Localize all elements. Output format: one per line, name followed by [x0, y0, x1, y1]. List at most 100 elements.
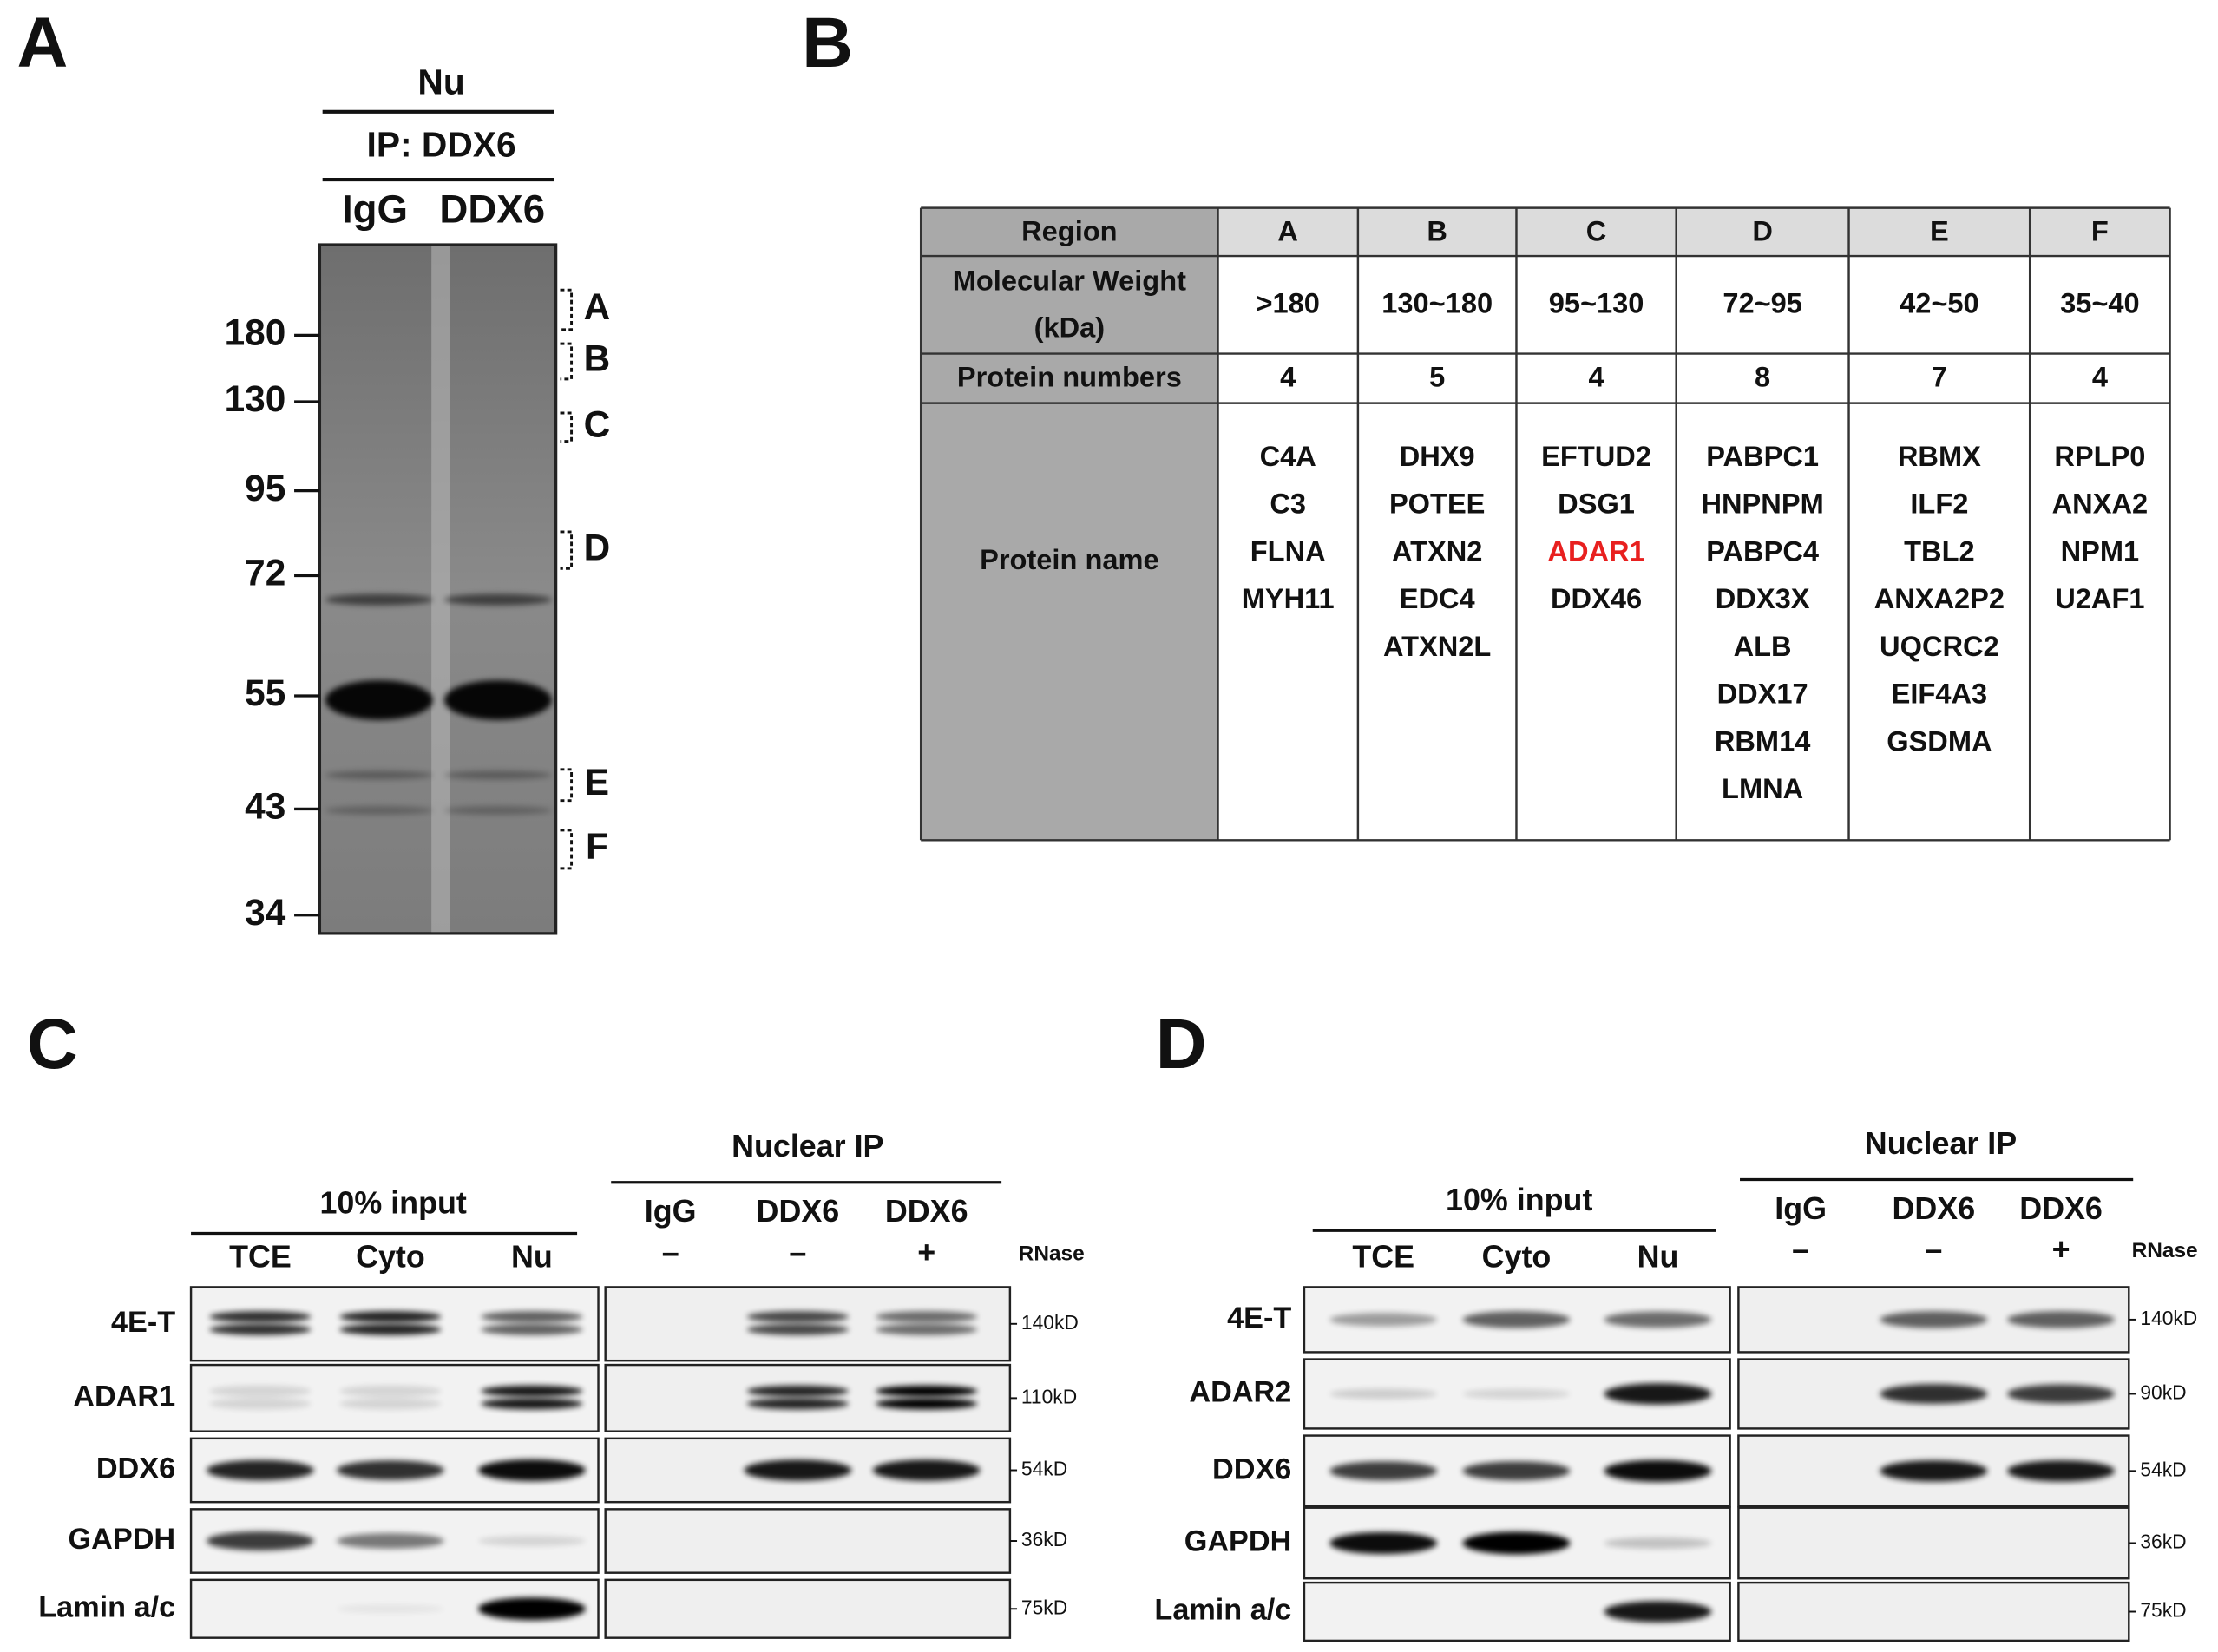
rnase-sign: – [1925, 1232, 1942, 1267]
gel-band [325, 593, 433, 606]
table-cell: 7 [1932, 360, 1947, 392]
blot-band [746, 1385, 850, 1397]
blot-band [1329, 1531, 1438, 1555]
lane-label: IgG [645, 1194, 697, 1229]
size-label: 36kD [1021, 1528, 1067, 1550]
protein-name: C3 [1270, 488, 1306, 520]
size-label: 54kD [1021, 1458, 1067, 1480]
size-label: 54kD [2140, 1458, 2186, 1480]
blot-band [339, 1385, 442, 1397]
blot-band [876, 1385, 978, 1397]
protein-name: EDC4 [1400, 582, 1475, 614]
region-bracket [560, 530, 574, 570]
rnase-label: RNase [2132, 1239, 2198, 1262]
region-label: B [584, 338, 611, 379]
blot-band [1462, 1311, 1571, 1328]
blot-band [1604, 1459, 1712, 1482]
marker-label: 55 [245, 672, 285, 713]
protein-name: DDX46 [1551, 582, 1642, 614]
table-header: F [2091, 215, 2109, 247]
input-header: 10% input [319, 1185, 466, 1220]
blot-band [2007, 1384, 2116, 1404]
header-row [1217, 207, 2170, 257]
table-cell: 4 [1588, 360, 1604, 392]
table-cell: 4 [1280, 360, 1296, 392]
protein-name: UQCRC2 [1880, 630, 1999, 662]
protein-name: ATXN2L [1383, 630, 1491, 662]
protein-name: ANXA2 [2052, 488, 2148, 520]
protein-label: DDX6 [96, 1452, 175, 1485]
row-label: Protein numbers [957, 360, 1182, 392]
protein-name: TBL2 [1904, 534, 1974, 567]
protein-name: HNPNPM [1701, 488, 1823, 520]
protein-name: C4A [1260, 440, 1316, 472]
size-label: 75kD [1021, 1596, 1067, 1618]
blot-band [1604, 1383, 1712, 1405]
rnase-sign: – [789, 1235, 806, 1269]
protein-name: DDX17 [1717, 678, 1808, 710]
table-cell: 35~40 [2060, 287, 2140, 319]
gel-band [443, 593, 552, 606]
protein-name: DDX3X [1716, 582, 1810, 614]
panel-label: D [1156, 1005, 1207, 1084]
lane-gap [431, 246, 450, 933]
table-header: C [1586, 215, 1607, 247]
blot-box [604, 1578, 1012, 1639]
blot-box [1737, 1581, 2130, 1642]
region-bracket [560, 768, 574, 803]
gel-band [325, 680, 433, 720]
protein-name: U2AF1 [2055, 582, 2144, 614]
blot-band [876, 1398, 978, 1410]
blot-band [746, 1311, 850, 1323]
marker-label: 95 [245, 468, 285, 508]
blot-band [477, 1536, 586, 1546]
protein-label: 4E-T [1227, 1301, 1291, 1334]
marker-label: 180 [225, 312, 286, 353]
lane-label: IgG [1775, 1191, 1827, 1226]
blot-band [336, 1460, 444, 1480]
protein-name: ILF2 [1910, 488, 1968, 520]
protein-name: LMNA [1722, 772, 1803, 804]
rnase-sign: + [2052, 1232, 2070, 1267]
table-cell: 42~50 [1900, 287, 1979, 319]
row-label: Protein name [980, 543, 1158, 575]
blot-band [481, 1323, 583, 1335]
protein-label: 4E-T [111, 1306, 175, 1339]
gel-band [443, 770, 552, 780]
blot-band [1329, 1388, 1438, 1400]
header: Nu [417, 62, 464, 102]
blot-band [209, 1323, 312, 1335]
blot-box [604, 1286, 1012, 1362]
lane-label: Cyto [1482, 1239, 1552, 1274]
protein-name: MYH11 [1242, 582, 1335, 614]
panel-label: A [16, 3, 68, 82]
table-cell: 5 [1429, 360, 1445, 392]
protein-label: ADAR1 [73, 1380, 175, 1413]
protein-name: ATXN2 [1392, 534, 1482, 567]
rnase-sign: – [662, 1235, 679, 1269]
blot-band [746, 1323, 850, 1335]
size-label: 140kD [1021, 1311, 1079, 1334]
blot-band [2007, 1311, 2116, 1328]
gel-band [443, 680, 552, 720]
table-cell: 8 [1755, 360, 1770, 392]
rnase-sign: + [917, 1235, 935, 1269]
protein-name: ANXA2P2 [1874, 582, 2005, 614]
label-column [921, 207, 1218, 841]
protein-name: DSG1 [1558, 488, 1635, 520]
ip-header: Nuclear IP [732, 1129, 883, 1164]
blot-band [209, 1385, 312, 1397]
blot-band [477, 1459, 586, 1482]
table-header: Region [1021, 215, 1117, 247]
blot-band [876, 1311, 978, 1323]
marker-label: 72 [245, 553, 285, 593]
protein-label: DDX6 [1212, 1452, 1291, 1485]
protein-name: ADAR1 [1547, 534, 1644, 567]
gel-band [325, 770, 433, 780]
lane-label: DDX6 [439, 187, 545, 232]
blot-box [189, 1363, 600, 1432]
ip-header: Nuclear IP [1865, 1126, 2017, 1161]
region-label: C [584, 403, 611, 444]
table-header: A [1277, 215, 1298, 247]
blot-band [339, 1323, 442, 1335]
